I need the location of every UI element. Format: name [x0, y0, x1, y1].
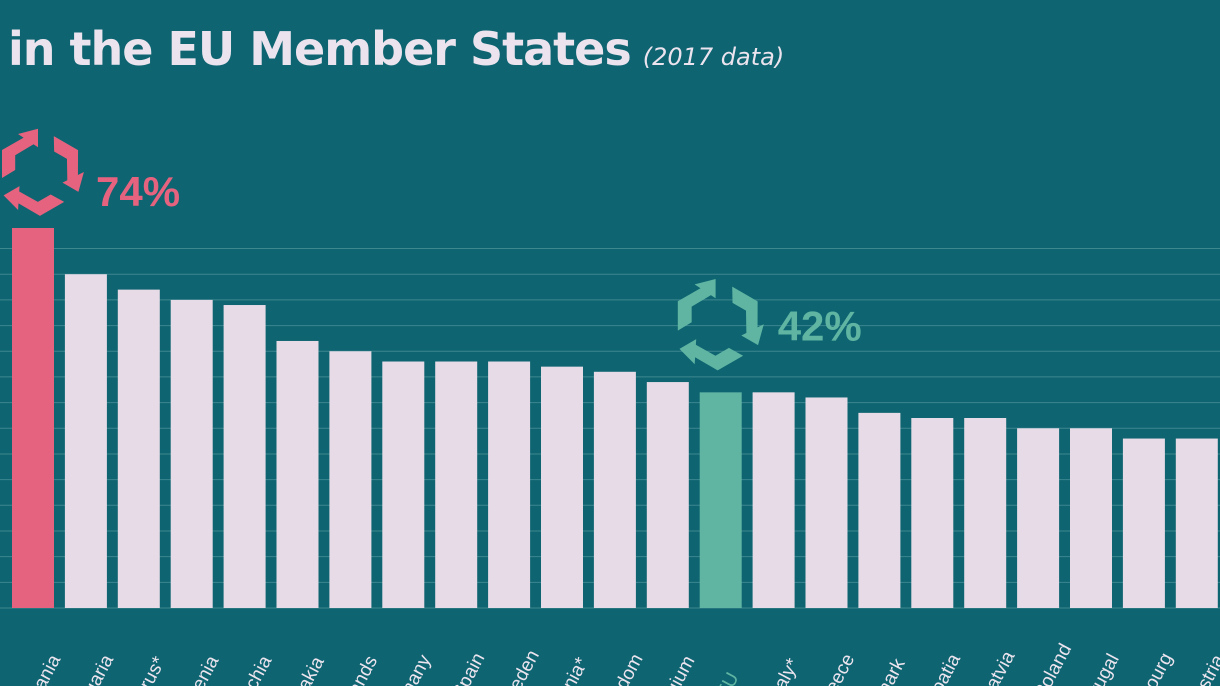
- bar-eu: [699, 392, 742, 608]
- recycle-arrow-body: [2, 134, 36, 178]
- bar-sweden: [488, 361, 531, 608]
- recycle-arrow: [3, 186, 65, 216]
- x-tick-label: uania: [25, 651, 66, 686]
- x-tick-label: lgaria: [78, 651, 119, 686]
- bar-poland: [1017, 428, 1060, 608]
- recycle-arrow-head: [679, 339, 697, 365]
- x-tick-label: veden: [501, 647, 544, 686]
- bar-croatia: [911, 418, 954, 608]
- x-tick-label: roatia: [924, 650, 965, 686]
- x-tick-label: ustria: [1189, 651, 1220, 686]
- x-tick-label: echia: [236, 652, 276, 686]
- recycle-arrow-head: [741, 324, 764, 346]
- top-recycle-icon: [2, 128, 84, 216]
- recycle-arrow: [679, 339, 744, 371]
- top-value-label: 74%: [96, 168, 180, 215]
- bar-belgium: [646, 382, 689, 608]
- bar-unitedkingdom: [593, 371, 636, 608]
- x-tick-label: Latvia: [977, 647, 1020, 686]
- recycle-arrow-head: [3, 186, 20, 211]
- x-tick-label: ndom: [607, 651, 648, 686]
- x-tick-label: vakia: [289, 653, 329, 686]
- bar-romania: [541, 366, 583, 608]
- bar-cyprus: [117, 289, 160, 608]
- recycle-arrow-body: [53, 136, 79, 183]
- bar-austria: [1175, 438, 1218, 608]
- bar-portugal: [1070, 428, 1112, 608]
- x-tick-label: Spain: [448, 650, 489, 686]
- recycle-arrow: [2, 128, 38, 178]
- x-tick-label: EU: [713, 669, 744, 686]
- x-tick-label: many: [395, 651, 436, 686]
- chart-title-line2: in the EU Member States (2017 data): [8, 22, 784, 76]
- x-tick-label: rtugal: [1083, 651, 1124, 686]
- x-tick-label: lgium: [660, 652, 700, 686]
- bar-italy: [752, 392, 795, 608]
- bars: [12, 228, 1218, 608]
- x-tick-labels: uania lgaria prus* venia echia vakia lands many…: [25, 640, 1220, 686]
- x-tick-label: mark: [871, 655, 910, 686]
- bar-slovakia: [276, 340, 319, 608]
- recycle-arrow: [732, 286, 764, 346]
- bar-spain: [435, 361, 478, 608]
- x-tick-label: venia: [184, 652, 224, 686]
- bar-netherlands: [329, 351, 372, 608]
- bar-latvia: [964, 418, 1007, 608]
- bar-germany: [382, 361, 425, 608]
- x-tick-label: reece: [818, 651, 859, 686]
- eu-recycle-icon: [677, 278, 764, 371]
- eu-value-label: 42%: [778, 302, 862, 349]
- x-tick-label: lands: [342, 652, 382, 686]
- bar-lithuania: [12, 228, 54, 608]
- recycle-arrow: [677, 278, 716, 331]
- recycle-arrow-body: [732, 286, 758, 336]
- recycle-arrow-head: [62, 171, 84, 192]
- bar-bulgaria: [64, 274, 107, 608]
- x-tick-label: ania*: [554, 654, 593, 686]
- bar-czechia: [223, 305, 266, 608]
- x-tick-label: prus*: [131, 653, 171, 686]
- bar-luxembourg: [1122, 438, 1165, 608]
- recycle-arrow-body: [12, 190, 65, 216]
- chart-title: in the EU Member States: [8, 22, 632, 76]
- x-tick-label: bourg: [1136, 650, 1177, 686]
- bar-slovenia: [170, 299, 213, 608]
- recycle-arrow-body: [677, 284, 713, 331]
- recycle-arrow-head: [694, 278, 716, 299]
- x-tick-label: Poland: [1030, 640, 1076, 686]
- bar-greece: [805, 397, 848, 608]
- x-tick-label: Italy*: [765, 655, 804, 686]
- recycle-arrow: [53, 136, 84, 192]
- recycle-arrow-head: [18, 128, 38, 148]
- recycle-arrow-body: [688, 343, 744, 371]
- chart-subtitle: (2017 data): [642, 43, 785, 71]
- bar-denmark: [858, 412, 901, 608]
